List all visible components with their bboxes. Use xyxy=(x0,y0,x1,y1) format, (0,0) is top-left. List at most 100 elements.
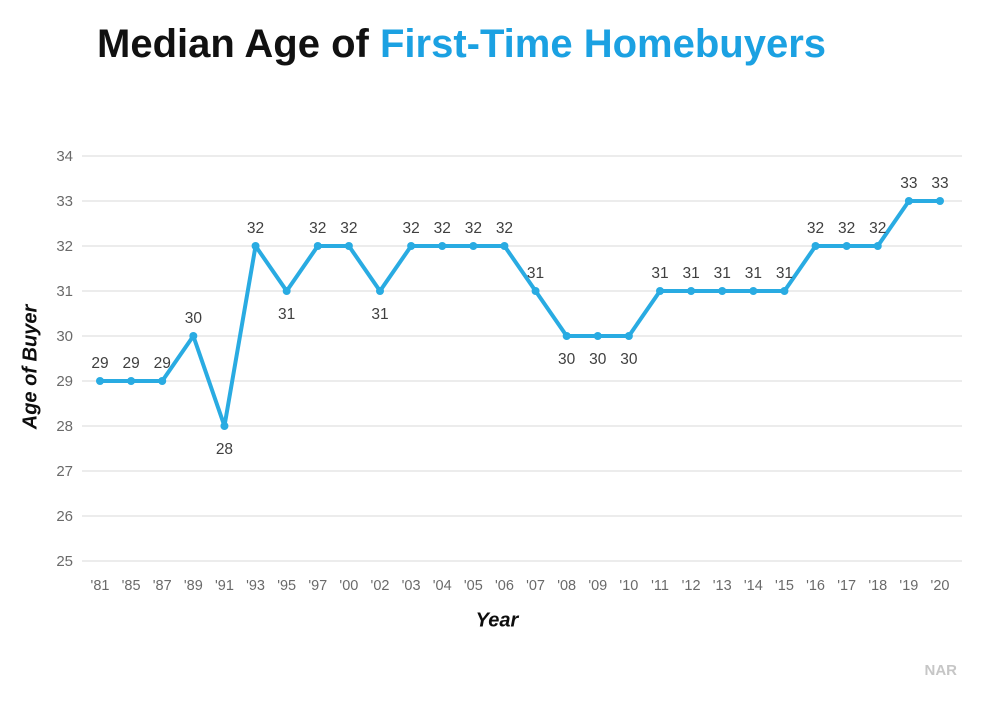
source-attribution: NAR xyxy=(924,662,958,679)
data-point-marker xyxy=(251,242,260,250)
y-tick-label: 30 xyxy=(56,328,73,345)
data-point-label: 32 xyxy=(465,220,482,237)
x-tick-label: '14 xyxy=(744,578,763,594)
data-point-label: 28 xyxy=(216,441,233,458)
data-point-marker xyxy=(811,242,820,250)
x-tick-label: '00 xyxy=(339,578,358,594)
data-point-marker xyxy=(282,287,291,295)
x-tick-label: '09 xyxy=(588,578,607,594)
data-point-marker xyxy=(780,287,789,295)
data-point-marker xyxy=(531,287,540,295)
x-tick-label: '03 xyxy=(402,578,421,594)
data-point-label: 29 xyxy=(122,355,139,372)
y-tick-label: 31 xyxy=(56,283,73,300)
x-tick-label: '89 xyxy=(184,578,203,594)
data-point-marker xyxy=(96,377,104,385)
data-point-marker xyxy=(469,242,478,250)
x-tick-label: '10 xyxy=(619,578,638,594)
data-point-label: 30 xyxy=(185,310,203,327)
x-tick-label: '20 xyxy=(931,578,950,594)
x-tick-label: '11 xyxy=(651,578,669,594)
y-tick-label: 26 xyxy=(56,508,73,525)
y-tick-label: 27 xyxy=(56,463,73,480)
x-tick-label: '97 xyxy=(308,578,327,594)
data-point-label: 32 xyxy=(309,220,326,237)
data-point-marker xyxy=(904,197,913,205)
data-point-marker xyxy=(376,287,384,295)
x-tick-label: '91 xyxy=(215,578,234,594)
y-axis-title: Age of Buyer xyxy=(19,304,42,430)
data-point-label: 30 xyxy=(620,351,638,368)
data-point-marker xyxy=(718,287,727,295)
data-point-label: 30 xyxy=(589,351,607,368)
data-point-label: 31 xyxy=(714,265,731,282)
x-tick-label: '85 xyxy=(122,578,141,594)
data-point-label: 31 xyxy=(651,265,668,282)
x-tick-label: '87 xyxy=(153,578,172,594)
x-tick-label: '05 xyxy=(464,578,483,594)
x-axis-title: Year xyxy=(475,609,519,632)
x-tick-label: '19 xyxy=(899,578,918,594)
data-point-label: 31 xyxy=(776,265,793,282)
x-tick-label: '15 xyxy=(775,578,794,594)
data-point-label: 32 xyxy=(807,220,824,237)
x-tick-label: '18 xyxy=(868,578,887,594)
x-tick-label: '95 xyxy=(277,578,296,594)
chart-title-black-part: Median Age of xyxy=(97,22,380,66)
data-point-label: 32 xyxy=(434,220,451,237)
data-point-label: 31 xyxy=(745,265,762,282)
data-point-label: 31 xyxy=(278,306,295,323)
chart-title: Median Age of First-Time Homebuyers xyxy=(97,22,826,67)
data-point-label: 30 xyxy=(558,351,576,368)
data-point-label: 32 xyxy=(247,220,264,237)
y-tick-label: 29 xyxy=(56,373,73,390)
x-tick-label: '93 xyxy=(246,578,265,594)
data-point-label: 31 xyxy=(371,306,388,323)
x-tick-label: '17 xyxy=(837,578,856,594)
x-tick-label: '81 xyxy=(91,578,110,594)
x-tick-label: '04 xyxy=(433,578,452,594)
data-point-marker xyxy=(313,242,322,250)
x-tick-label: '07 xyxy=(526,578,545,594)
y-tick-label: 28 xyxy=(56,418,73,435)
data-point-label: 32 xyxy=(340,220,357,237)
data-point-label: 32 xyxy=(496,220,513,237)
data-point-marker xyxy=(158,377,167,385)
data-point-label: 31 xyxy=(527,265,544,282)
y-tick-label: 34 xyxy=(56,148,73,165)
data-point-label: 32 xyxy=(402,220,419,237)
y-tick-label: 33 xyxy=(56,193,73,210)
data-point-marker xyxy=(656,287,664,295)
data-point-marker xyxy=(562,332,571,340)
data-point-marker xyxy=(407,242,416,250)
y-tick-label: 32 xyxy=(56,238,73,255)
data-point-marker xyxy=(220,422,229,430)
data-point-label: 32 xyxy=(838,220,855,237)
data-point-marker xyxy=(593,332,602,340)
data-point-label: 29 xyxy=(154,355,171,372)
data-point-label: 29 xyxy=(91,355,108,372)
y-tick-label: 25 xyxy=(56,553,73,570)
data-point-marker xyxy=(189,332,198,340)
data-point-label: 33 xyxy=(900,175,917,192)
data-point-marker xyxy=(438,242,447,250)
data-point-marker xyxy=(624,332,633,340)
data-point-label: 31 xyxy=(682,265,699,282)
x-tick-label: '08 xyxy=(557,578,576,594)
data-point-marker xyxy=(842,242,851,250)
data-point-marker xyxy=(873,242,882,250)
data-point-marker xyxy=(500,242,509,250)
chart-title-accent-part: First-Time Homebuyers xyxy=(379,22,827,66)
data-point-marker xyxy=(749,287,758,295)
data-point-label: 32 xyxy=(869,220,886,237)
data-point-marker xyxy=(936,197,944,205)
data-point-marker xyxy=(127,377,136,385)
x-tick-label: '06 xyxy=(495,578,514,594)
x-tick-label: '16 xyxy=(806,578,825,594)
x-tick-label: '12 xyxy=(682,578,701,594)
data-point-label: 33 xyxy=(931,175,948,192)
data-point-marker xyxy=(344,242,353,250)
series-line xyxy=(98,199,942,428)
